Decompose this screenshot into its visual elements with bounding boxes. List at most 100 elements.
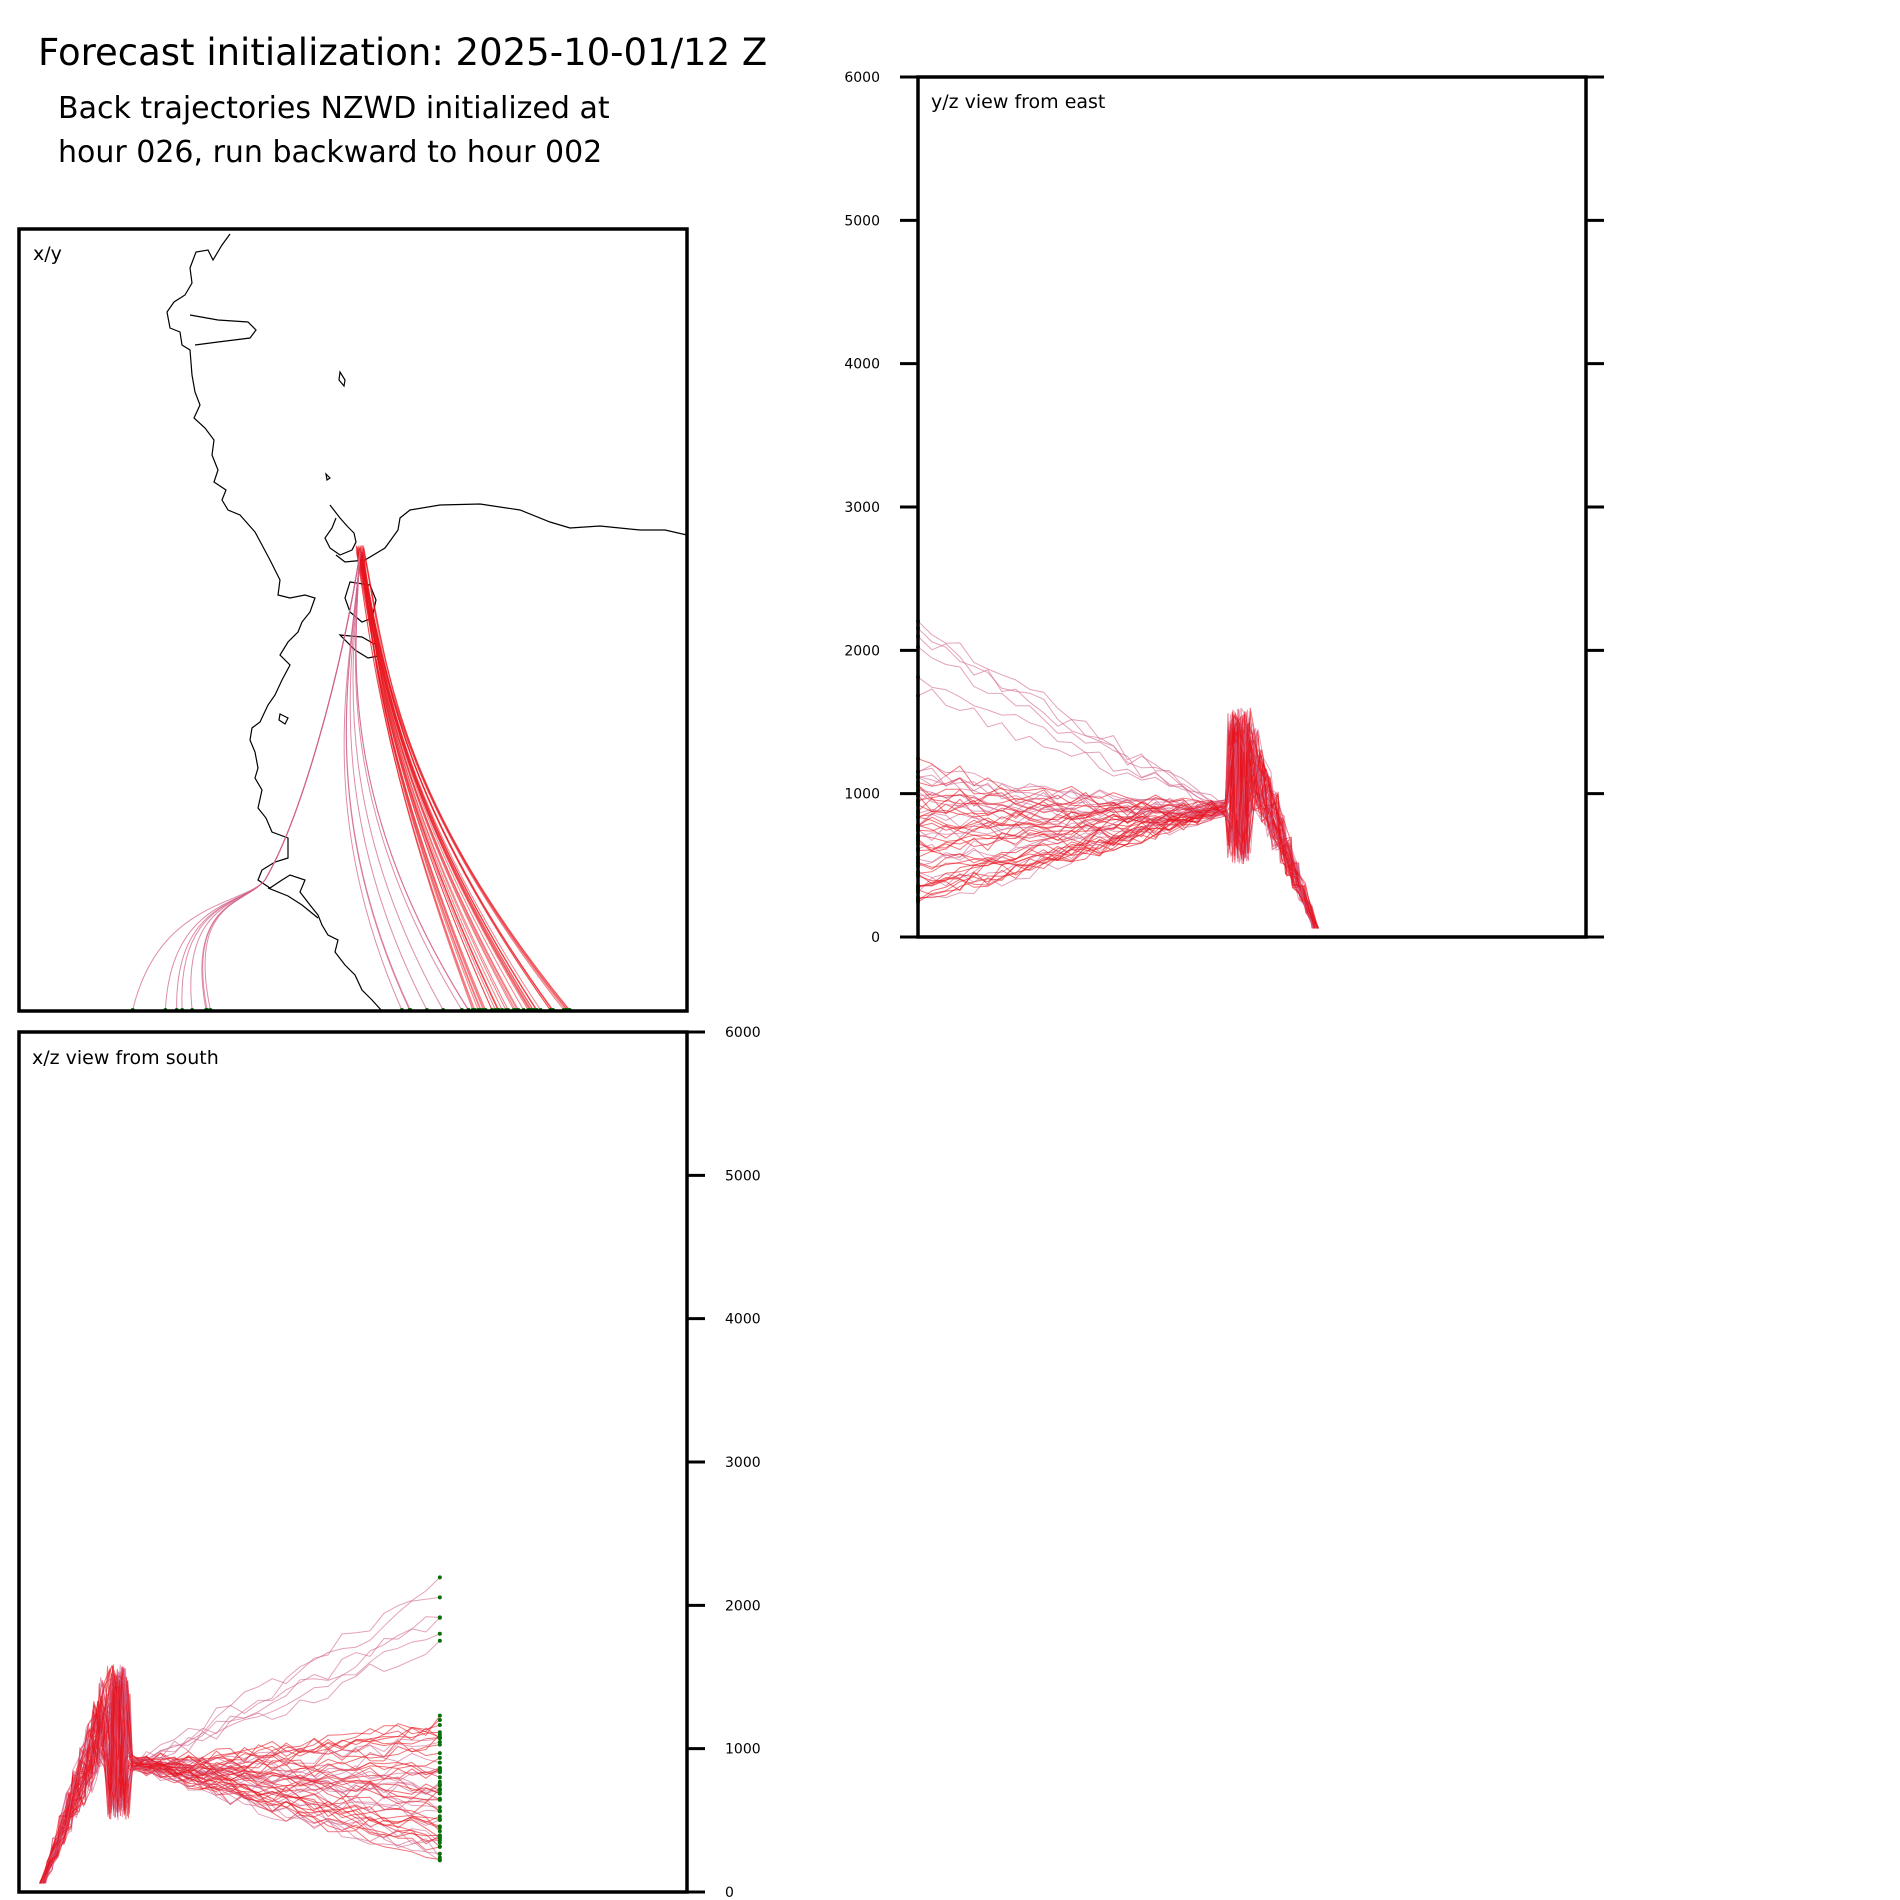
height-trajectory-endpoint <box>437 1730 442 1735</box>
height-trajectory-endpoint <box>437 1755 442 1760</box>
height-trajectory-endpoint <box>437 1751 442 1756</box>
trajectory-line <box>204 552 361 1011</box>
height-trajectory-endpoint <box>437 1844 442 1849</box>
xy-panel-frame <box>17 227 689 1013</box>
figure-title: Forecast initialization: 2025-10-01/12 Z <box>38 31 767 74</box>
height-trajectory-endpoint <box>437 1595 442 1600</box>
height-trajectory-endpoint <box>437 1718 442 1723</box>
trajectory-line <box>358 552 534 1011</box>
height-trajectory-endpoint <box>437 1575 442 1580</box>
height-trajectory-line <box>918 722 1319 929</box>
height-trajectory-line <box>918 725 1317 929</box>
xz-panel-label: x/z view from south <box>32 1047 219 1069</box>
height-trajectory-endpoint <box>437 1615 442 1620</box>
trajectory-line <box>363 548 551 1011</box>
height-trajectory-endpoint <box>437 1736 442 1741</box>
y-tick-label: 6000 <box>844 70 880 86</box>
trajectory-line <box>356 546 515 1011</box>
xy-trajectories <box>132 545 571 1011</box>
yz-trajectories <box>918 620 1320 929</box>
yz-axis: 0 1000 2000 3000 4000 5000 6000 <box>844 70 1604 946</box>
height-trajectory-endpoint <box>437 1723 442 1728</box>
height-trajectory-endpoint <box>437 1782 442 1787</box>
height-trajectory-endpoint <box>437 1775 442 1780</box>
height-trajectory-endpoint <box>437 1787 442 1792</box>
coastline-island-1 <box>338 370 346 388</box>
xz-panel: x/z view from south 0 1000 2000 3000 4000 500… <box>17 1025 761 1900</box>
height-trajectory-endpoint <box>437 1836 442 1841</box>
xz-endpoints <box>437 1575 442 1863</box>
height-trajectory-line <box>40 1683 440 1884</box>
y-tick-label: 6000 <box>725 1025 761 1041</box>
y-tick-label: 3000 <box>844 500 880 516</box>
trajectory-line <box>361 551 525 1011</box>
y-tick-label: 2000 <box>725 1598 761 1614</box>
coastline-island-3 <box>278 713 289 725</box>
y-tick-label: 3000 <box>725 1455 761 1471</box>
trajectory-line <box>164 552 361 1011</box>
height-trajectory-line <box>39 1682 441 1884</box>
coastline-island-2 <box>325 472 331 482</box>
y-tick-label: 0 <box>725 1885 734 1900</box>
height-trajectory-line <box>918 713 1315 929</box>
y-tick-label: 5000 <box>725 1168 761 1184</box>
coastline-bay <box>324 503 687 563</box>
trajectory-line <box>361 546 507 1011</box>
coastline-peninsula <box>189 314 257 346</box>
height-trajectory-line <box>918 731 1318 929</box>
trajectory-line <box>356 548 565 1011</box>
height-trajectory-line <box>42 1677 441 1884</box>
height-trajectory-endpoint <box>437 1840 442 1845</box>
trajectory-line <box>202 552 361 1011</box>
height-trajectory-line <box>918 739 1316 929</box>
height-trajectory-line <box>918 717 1319 929</box>
xy-panel-label: x/y <box>33 243 62 265</box>
figure-subtitle-line2: hour 026, run backward to hour 002 <box>58 135 602 170</box>
y-tick-label: 5000 <box>844 213 880 229</box>
height-trajectory-endpoint <box>437 1814 442 1819</box>
height-trajectory-endpoint <box>437 1817 442 1822</box>
figure-subtitle-line1: Back trajectories NZWD initialized at <box>58 91 610 126</box>
trajectory-line <box>360 554 551 1011</box>
trajectory-line <box>132 552 361 1011</box>
trajectory-line <box>181 552 361 1011</box>
height-trajectory-line <box>918 708 1316 929</box>
trajectory-line <box>359 552 485 1011</box>
y-tick-label: 2000 <box>844 643 880 659</box>
trajectory-line <box>359 548 534 1011</box>
height-trajectory-endpoint <box>437 1809 442 1814</box>
height-trajectory-line <box>42 1677 441 1884</box>
height-trajectory-endpoint <box>437 1858 442 1863</box>
height-trajectory-endpoint <box>437 1805 442 1810</box>
y-tick-label: 1000 <box>844 787 880 803</box>
height-trajectory-endpoint <box>437 1851 442 1856</box>
trajectory-line <box>352 550 444 1011</box>
trajectory-line <box>190 552 361 1011</box>
height-trajectory-endpoint <box>437 1767 442 1772</box>
height-trajectory-line <box>39 1677 440 1884</box>
y-tick-label: 4000 <box>844 357 880 373</box>
height-trajectory-line <box>918 707 1314 929</box>
coastline-south <box>267 887 319 919</box>
height-trajectory-line <box>43 1675 441 1884</box>
trajectory-line <box>345 550 410 1011</box>
y-tick-label: 4000 <box>725 1312 761 1328</box>
yz-panel-label: y/z view from east <box>931 91 1105 113</box>
height-trajectory-line <box>44 1684 441 1884</box>
xz-trajectories <box>39 1577 441 1884</box>
height-trajectory-endpoint <box>437 1797 442 1802</box>
height-trajectory-line <box>918 729 1320 929</box>
trajectory-line <box>362 551 474 1011</box>
y-tick-label: 0 <box>871 930 880 946</box>
trajectory-line <box>356 553 499 1011</box>
height-trajectory-endpoint <box>437 1760 442 1765</box>
height-trajectory-endpoint <box>437 1791 442 1796</box>
trajectory-line <box>201 552 361 1011</box>
height-trajectory-line <box>918 722 1315 929</box>
height-trajectory-endpoint <box>437 1824 442 1829</box>
trajectory-line <box>176 552 361 1011</box>
height-trajectory-line <box>918 712 1318 929</box>
y-tick-label: 1000 <box>725 1742 761 1758</box>
height-trajectory-line <box>43 1682 440 1884</box>
